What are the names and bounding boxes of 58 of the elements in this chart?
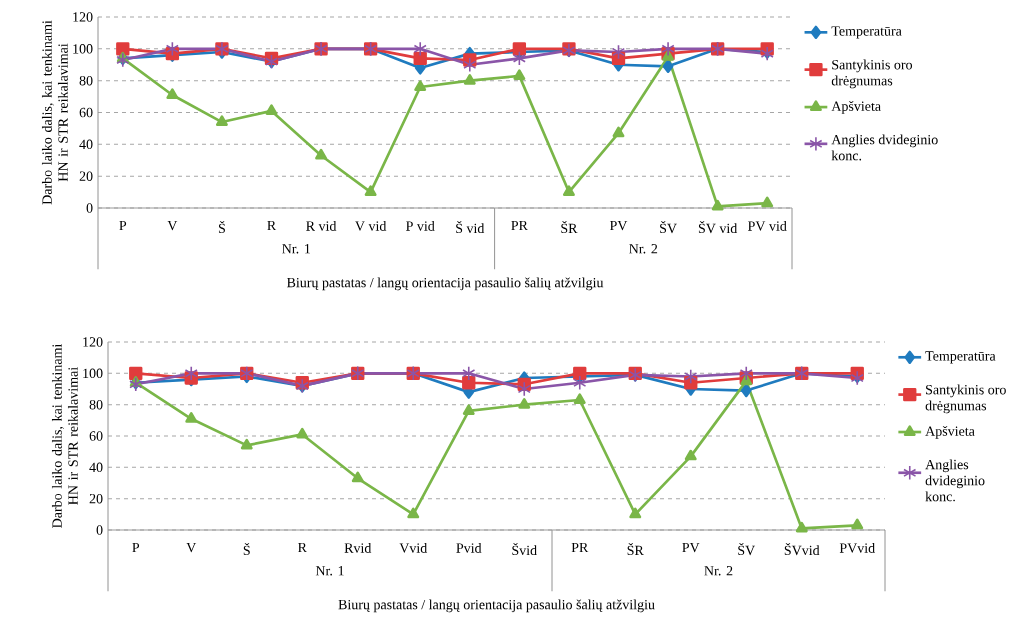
x-tick-label: V bbox=[186, 542, 197, 553]
y-tick-label: 100 bbox=[83, 368, 103, 379]
x-tick-label: V bbox=[167, 220, 178, 231]
x-tick-label: Š bbox=[243, 542, 250, 556]
text: Nr. 2 bbox=[629, 244, 658, 254]
y-tick-label: 100 bbox=[73, 44, 93, 54]
legend-label: Anglies dvideginio konc. bbox=[831, 134, 938, 161]
x-tick-label: P bbox=[119, 220, 127, 231]
y-tick-label: 0 bbox=[96, 525, 103, 535]
legend-label: Anglies dvideginio konc. bbox=[925, 459, 985, 502]
legend-label: Temperatūra bbox=[925, 351, 996, 364]
y-tick-label: 20 bbox=[89, 493, 103, 504]
x-tick-label: PV bbox=[682, 542, 700, 553]
y-tick-label: 60 bbox=[79, 107, 93, 118]
x-tick-label: ŠV bbox=[660, 220, 677, 234]
x-tick-label: PVvid bbox=[839, 542, 875, 553]
legend-label: Temperatūra bbox=[831, 26, 902, 39]
x-axis-title: Biurų pastatas / langų orientacija pasaulio šalių atžvilgiu bbox=[338, 599, 655, 613]
text: Nr. 1 bbox=[315, 566, 344, 576]
y-tick-label: 20 bbox=[79, 171, 93, 181]
legend-label: Santykinis oro drėgnumas bbox=[831, 59, 913, 89]
x-tick-label: R vid bbox=[306, 220, 337, 231]
x-tick-label: Š bbox=[218, 220, 225, 234]
x-tick-label: P bbox=[132, 542, 140, 553]
x-tick-label: R bbox=[297, 542, 307, 553]
text: Nr. 1 bbox=[282, 244, 311, 254]
x-tick-label: ŠVvid bbox=[784, 542, 820, 556]
x-tick-label: Š vid bbox=[456, 220, 485, 234]
x-tick-label: Pvid bbox=[456, 542, 482, 553]
legend-label: Apšvieta bbox=[925, 425, 975, 439]
x-axis-title: Biurų pastatas / langų orientacija pasaulio šalių atžvilgiu bbox=[286, 277, 604, 291]
x-tick-label: PV bbox=[609, 220, 628, 231]
legend-label: Apšvieta bbox=[831, 101, 881, 114]
x-tick-label: PR bbox=[571, 542, 589, 553]
x-tick-label: P vid bbox=[406, 220, 435, 231]
x-tick-label: ŠV vid bbox=[698, 220, 738, 234]
y-tick-label: 40 bbox=[79, 139, 93, 150]
y-axis-title: Darbo laiko dalis, kai tenkinami HN ir STR reikalavimai bbox=[41, 20, 68, 205]
x-tick-label: ŠR bbox=[627, 542, 644, 556]
y-tick-label: 60 bbox=[89, 431, 103, 441]
x-tick-label: R bbox=[267, 220, 277, 231]
y-tick-label: 80 bbox=[89, 399, 103, 410]
x-tick-label: PV vid bbox=[747, 220, 787, 231]
y-tick-label: 40 bbox=[89, 462, 103, 473]
y-tick-label: 0 bbox=[86, 203, 93, 213]
y-axis-title: Darbo laiko dalis, kai tenkinami HN ir STR reikalavimai bbox=[51, 343, 78, 528]
x-tick-label: ŠR bbox=[561, 220, 578, 234]
y-tick-label: 120 bbox=[73, 12, 93, 22]
y-tick-label: 120 bbox=[83, 337, 103, 347]
y-tick-label: 80 bbox=[79, 75, 93, 86]
x-tick-label: PR bbox=[511, 220, 528, 231]
x-tick-label: Švid bbox=[512, 542, 537, 556]
x-tick-label: V vid bbox=[355, 220, 387, 231]
legend-label: Santykinis oro drėgnumas bbox=[925, 384, 1006, 414]
x-tick-label: Vvid bbox=[399, 542, 428, 553]
x-tick-label: ŠV bbox=[738, 542, 756, 556]
x-tick-label: Rvid bbox=[344, 542, 372, 553]
text: Nr. 2 bbox=[704, 566, 733, 576]
